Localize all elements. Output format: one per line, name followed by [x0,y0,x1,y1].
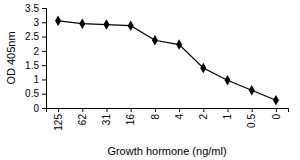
plot: 0 0.5 1 1.5 2 2.5 3 3.5 125 62 31 16 8 4 2 1 0.5 0 [25,3,288,131]
x-tick-mark [82,108,83,112]
chart: 0 0.5 1 1.5 2 2.5 3 3.5 125 62 31 16 8 4 2 1 0.5 0 Growth … [0,0,300,160]
x-tick: 4 [174,108,185,120]
y-tick-label: 2.5 [25,31,39,42]
marker [128,20,134,31]
marker [273,95,279,106]
x-tick: 0 [271,108,282,120]
x-tick: 1 [222,108,233,120]
x-tick: 62 [77,108,88,125]
x-tick-label: 0.5 [246,114,257,128]
x-tick-label: 1 [222,114,233,120]
x-tick-mark [276,108,277,112]
y-axis-title: OD 405nm [5,31,17,84]
y-axis: 0 0.5 1 1.5 2 2.5 3 3.5 [25,3,46,114]
y-tick-mark [42,51,46,52]
x-tick-mark [203,108,204,112]
x-tick-label: 31 [101,114,112,126]
marker [152,35,158,46]
y-tick-label: 3.5 [25,3,39,14]
y-tick: 0.5 [25,88,46,99]
x-tick: 31 [101,108,112,125]
y-tick-label: 1.5 [25,60,39,71]
x-tick-label: 8 [150,114,161,120]
x-tick-label: 16 [125,114,136,126]
marker [79,18,85,29]
x-tick-mark [228,108,229,112]
x-tick: 0.5 [246,108,257,128]
marker [55,16,61,27]
series [55,16,279,106]
y-tick-mark [42,79,46,80]
x-tick: 8 [150,108,161,120]
x-tick-label: 4 [174,114,185,120]
marker [249,85,255,96]
x-axis-title: Growth hormone (ng/ml) [107,145,226,157]
x-tick-mark [252,108,253,112]
y-tick: 2 [33,46,46,57]
y-tick-mark [42,94,46,95]
y-tick-mark [42,37,46,38]
y-tick: 2.5 [25,31,46,42]
y-tick: 0 [33,103,46,114]
y-tick: 3 [33,17,46,28]
y-axis-line [42,9,47,109]
y-tick-label: 0.5 [25,88,39,99]
marker [200,63,206,74]
y-tick-mark [42,108,46,109]
x-axis-line [47,109,289,113]
line [58,21,276,100]
y-tick-label: 0 [33,103,39,114]
x-tick-label: 62 [77,114,88,126]
y-tick: 1 [33,74,46,85]
y-tick: 3.5 [25,3,46,14]
y-tick-mark [42,22,46,23]
x-tick-mark [131,108,132,112]
y-tick: 1.5 [25,60,46,71]
y-tick-mark [42,65,46,66]
y-tick-label: 1 [33,74,39,85]
x-tick-mark [155,108,156,112]
x-tick-label: 125 [53,114,64,131]
marker [103,19,109,30]
x-tick-mark [179,108,180,112]
y-tick-label: 3 [33,17,39,28]
x-tick: 16 [125,108,136,125]
x-tick-mark [107,108,108,112]
x-tick: 2 [198,108,209,120]
marker [224,75,230,86]
marker [176,39,182,50]
y-tick-mark [42,8,46,9]
x-tick-label: 2 [198,114,209,120]
x-tick-label: 0 [271,114,282,120]
x-axis: 125 62 31 16 8 4 2 1 0.5 0 [47,108,289,131]
x-tick-mark [58,108,59,112]
y-tick-label: 2 [33,46,39,57]
x-tick: 125 [53,108,64,131]
